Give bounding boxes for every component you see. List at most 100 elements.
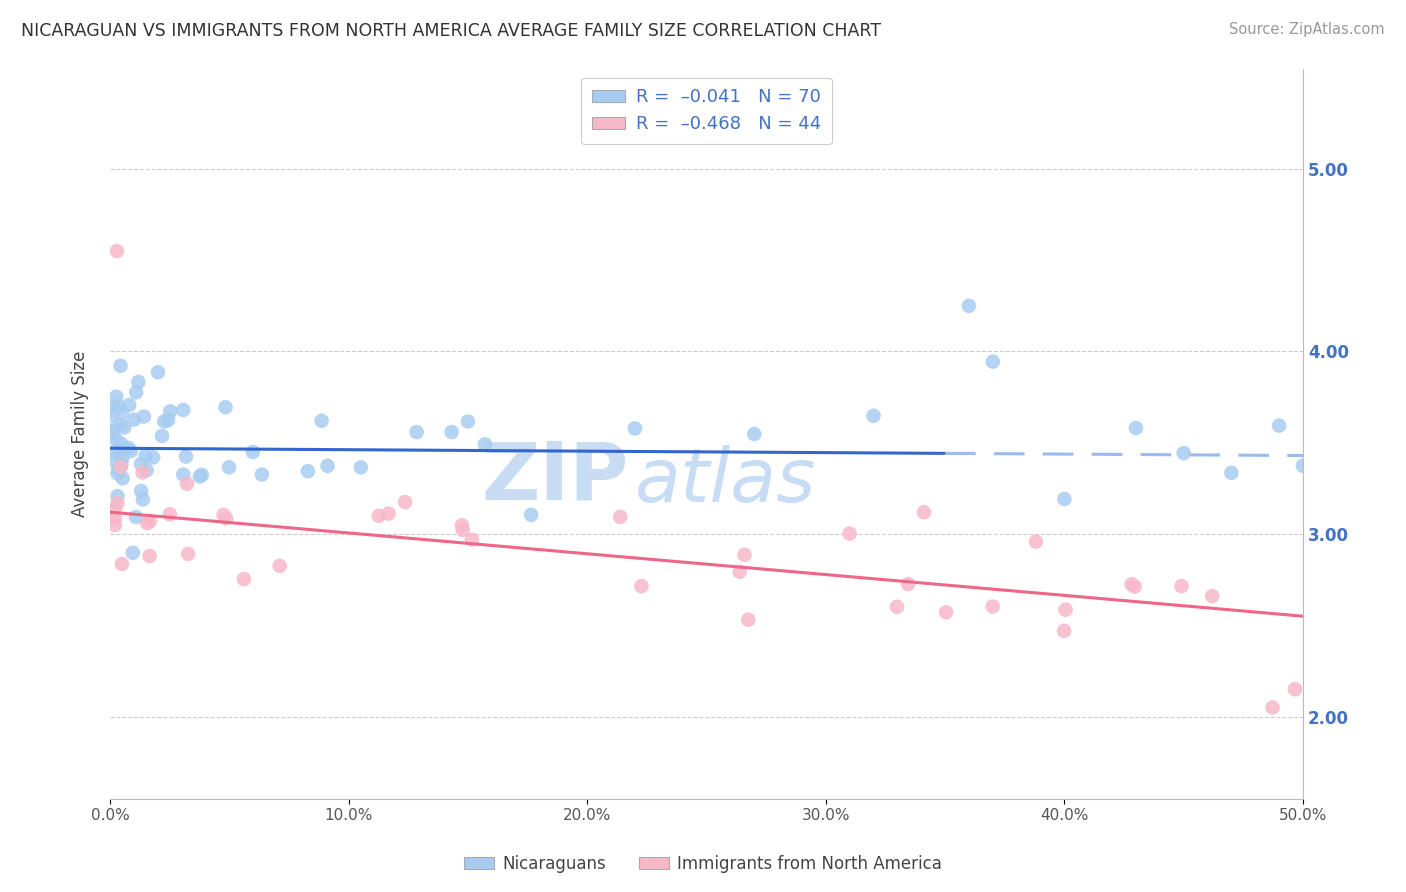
Point: [742, 427, 765, 442]
Point: [377, 507, 399, 521]
Point: [188, 469, 211, 483]
Point: [101, 423, 124, 437]
Point: [107, 399, 129, 413]
Point: [838, 526, 860, 541]
Point: [104, 445, 127, 459]
Point: [457, 415, 479, 429]
Point: [110, 417, 132, 432]
Point: [107, 496, 129, 510]
Point: [129, 457, 152, 471]
Point: [935, 605, 957, 619]
Point: [132, 492, 155, 507]
Point: [1292, 458, 1315, 473]
Point: [101, 409, 124, 423]
Point: [190, 467, 212, 482]
Point: [110, 436, 132, 450]
Point: [101, 453, 124, 467]
Point: [108, 445, 131, 459]
Point: [135, 463, 157, 477]
Point: [153, 414, 176, 428]
Point: [897, 577, 920, 591]
Point: [1123, 580, 1146, 594]
Point: [367, 508, 389, 523]
Point: [1220, 466, 1243, 480]
Point: [159, 404, 181, 418]
Text: ZIP: ZIP: [482, 439, 628, 516]
Point: [105, 244, 128, 258]
Point: [728, 565, 751, 579]
Point: [232, 572, 254, 586]
Point: [132, 409, 155, 424]
Point: [135, 449, 157, 463]
Point: [316, 458, 339, 473]
Point: [609, 509, 631, 524]
Point: [101, 399, 124, 413]
Point: [886, 599, 908, 614]
Point: [912, 505, 935, 519]
Point: [1170, 579, 1192, 593]
Point: [450, 518, 472, 533]
Point: [138, 549, 160, 563]
Point: [394, 495, 416, 509]
Point: [1201, 589, 1223, 603]
Point: [957, 299, 980, 313]
Point: [112, 420, 135, 434]
Point: [125, 510, 148, 524]
Point: [110, 460, 132, 475]
Point: [1053, 624, 1076, 638]
Point: [150, 429, 173, 443]
Point: [146, 365, 169, 379]
Point: [104, 502, 127, 516]
Point: [125, 385, 148, 400]
Point: [215, 511, 238, 525]
Point: [118, 398, 141, 412]
Point: [121, 546, 143, 560]
Point: [107, 489, 129, 503]
Point: [250, 467, 273, 482]
Point: [1261, 700, 1284, 714]
Point: [117, 441, 139, 455]
Point: [624, 421, 647, 435]
Point: [101, 426, 124, 441]
Point: [981, 354, 1004, 368]
Point: [157, 413, 180, 427]
Point: [737, 613, 759, 627]
Point: [1054, 603, 1077, 617]
Point: [1125, 421, 1147, 435]
Point: [214, 401, 236, 415]
Text: Source: ZipAtlas.com: Source: ZipAtlas.com: [1229, 22, 1385, 37]
Point: [120, 444, 142, 458]
Point: [139, 514, 162, 528]
Point: [122, 412, 145, 426]
Point: [104, 511, 127, 525]
Point: [107, 462, 129, 476]
Point: [131, 466, 153, 480]
Point: [142, 450, 165, 465]
Point: [297, 464, 319, 478]
Point: [212, 508, 235, 522]
Point: [440, 425, 463, 439]
Point: [269, 558, 291, 573]
Point: [107, 467, 129, 481]
Point: [110, 457, 132, 471]
Text: NICARAGUAN VS IMMIGRANTS FROM NORTH AMERICA AVERAGE FAMILY SIZE CORRELATION CHAR: NICARAGUAN VS IMMIGRANTS FROM NORTH AMER…: [21, 22, 882, 40]
Point: [129, 483, 152, 498]
Point: [105, 434, 128, 448]
Point: [174, 450, 197, 464]
Point: [981, 599, 1004, 614]
Point: [520, 508, 543, 522]
Point: [461, 533, 484, 547]
Point: [1173, 446, 1195, 460]
Point: [734, 548, 756, 562]
Point: [136, 516, 159, 531]
Point: [630, 579, 652, 593]
Point: [862, 409, 884, 423]
Point: [1284, 682, 1306, 697]
Point: [172, 403, 194, 417]
Point: [105, 390, 128, 404]
Point: [1053, 492, 1076, 507]
Point: [104, 518, 127, 533]
Point: [111, 450, 134, 464]
Point: [242, 445, 264, 459]
Point: [111, 471, 134, 485]
